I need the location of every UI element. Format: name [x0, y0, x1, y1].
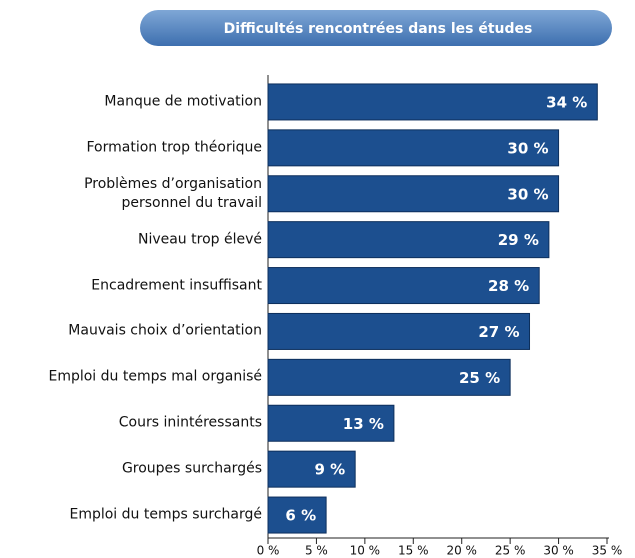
category-label: Mauvais choix d’orientation: [68, 322, 262, 339]
category-label: Emploi du temps surchargé: [69, 506, 262, 523]
value-label: 9 %: [314, 461, 345, 479]
title-pill: [140, 10, 612, 46]
value-label: 30 %: [507, 185, 548, 203]
category-label: Groupes surchargés: [121, 460, 262, 477]
category-label: Manque de motivation: [104, 93, 262, 110]
category-label: Encadrement insuffisant: [91, 277, 262, 294]
bar: [267, 358, 511, 396]
x-tick-label: 15 %: [398, 544, 429, 558]
value-label: 28 %: [488, 277, 529, 295]
x-tick-label: 10 %: [350, 544, 381, 558]
bar: [267, 83, 598, 121]
x-tick-label: 25 %: [495, 544, 526, 558]
value-label: 34 %: [546, 93, 587, 111]
bar: [267, 175, 560, 213]
bar: [267, 267, 540, 305]
value-label: 13 %: [343, 415, 384, 433]
value-label: 30 %: [507, 139, 548, 157]
x-tick-label: 35 %: [592, 544, 623, 558]
x-tick-label: 30 %: [543, 544, 574, 558]
value-label: 29 %: [498, 231, 539, 249]
bar: [267, 404, 395, 442]
x-tick-label: 5 %: [305, 544, 328, 558]
value-label: 27 %: [478, 323, 519, 341]
bar: [267, 450, 356, 488]
bar: [267, 129, 560, 167]
category-label: Cours inintéressants: [118, 414, 262, 431]
x-tick-label: 0 %: [257, 544, 280, 558]
bar: [267, 221, 550, 259]
category-label: Emploi du temps mal organisé: [48, 368, 262, 385]
category-label: Problèmes d’organisation personnel du tr…: [84, 175, 262, 211]
value-label: 6 %: [285, 507, 316, 525]
bar: [267, 312, 531, 350]
x-tick-label: 20 %: [446, 544, 477, 558]
value-label: 25 %: [459, 369, 500, 387]
bar: [267, 496, 327, 534]
chart-title: Difficultés rencontrées dans les études: [224, 21, 533, 37]
category-label: Formation trop théorique: [86, 139, 262, 156]
category-label: Niveau trop élevé: [137, 231, 262, 248]
